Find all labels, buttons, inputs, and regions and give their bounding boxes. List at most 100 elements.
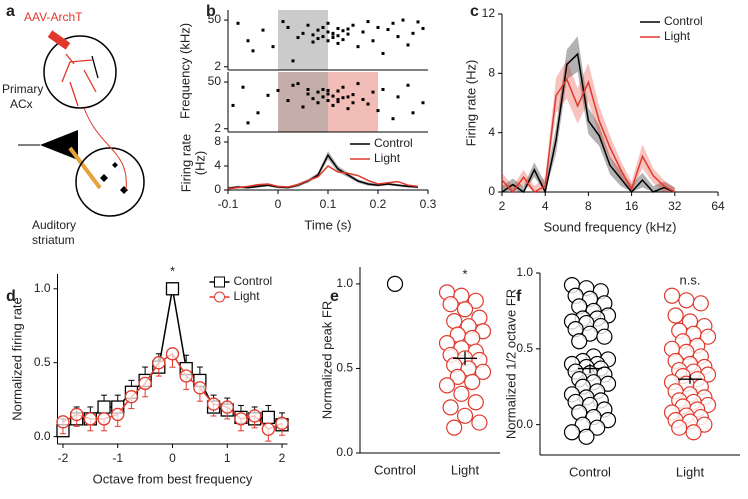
raster-dot <box>356 82 360 86</box>
raster-dot <box>276 88 280 92</box>
marker <box>111 407 125 422</box>
raster-dot <box>366 20 370 24</box>
projection <box>83 107 127 191</box>
raster-dot <box>421 26 425 30</box>
point <box>663 287 681 304</box>
marker <box>56 415 70 429</box>
y-tick-label: 0 <box>214 182 221 196</box>
line <box>501 52 676 195</box>
y-axis-label: Normalized 1/2 octave FR <box>503 289 518 439</box>
marker <box>206 397 221 411</box>
x-axis-label: Sound frequency (kHz) <box>544 219 677 234</box>
raster-dot <box>371 90 375 94</box>
raster-dot <box>301 105 305 109</box>
x-tick-label: 8 <box>585 199 592 213</box>
raster-dot <box>306 92 310 96</box>
raster-dot <box>251 49 255 53</box>
point <box>464 373 481 391</box>
point <box>685 424 702 441</box>
panel-label: c <box>470 3 479 20</box>
y-tick-label: 1.0 <box>34 281 51 295</box>
marker <box>261 410 275 425</box>
raster-dot <box>291 83 295 87</box>
point <box>578 428 595 445</box>
raster-dot <box>316 37 320 41</box>
point <box>456 301 474 318</box>
raster-dot <box>321 95 325 99</box>
point <box>563 424 581 441</box>
raster-dot <box>391 21 395 25</box>
line <box>227 165 419 190</box>
diagram-label: AAV-ArchT <box>24 10 83 24</box>
x-tick-label: 0.2 <box>370 197 387 211</box>
raster-dot <box>346 27 350 31</box>
raster-dot <box>386 28 390 32</box>
raster-dot <box>331 94 335 98</box>
raster-dot <box>236 21 240 25</box>
point <box>442 296 459 313</box>
y-tick-label: 0.5 <box>336 361 353 375</box>
x-tick-label: -2 <box>58 451 69 465</box>
marker <box>193 381 207 395</box>
raster-dot <box>416 20 420 24</box>
raster-dot <box>351 93 355 97</box>
y-axis-label: Normalized peak FR <box>319 301 334 420</box>
point <box>442 399 459 416</box>
raster-dot <box>361 98 365 102</box>
y-tick-label: 0.5 <box>516 341 533 355</box>
raster-dot <box>246 121 250 125</box>
raster-dot <box>331 36 335 40</box>
point <box>446 419 463 436</box>
x-tick-label: 2 <box>279 451 286 465</box>
raster-dot <box>326 92 330 96</box>
panel-label: b <box>206 3 216 20</box>
raster-dot <box>381 87 385 91</box>
raster-dot <box>291 59 295 63</box>
legend-label: Light <box>664 29 691 43</box>
x-tick-label: Light <box>676 464 705 479</box>
y-tick-label: 0.0 <box>336 445 353 459</box>
x-tick-label: 0.1 <box>320 197 337 211</box>
raster-dot <box>376 109 380 113</box>
y-tick-label: 50 <box>208 12 222 26</box>
diagram-label: Auditory <box>32 218 76 232</box>
raster-dot <box>396 35 400 39</box>
x-tick-label: 64 <box>711 199 725 213</box>
x-tick-label: 0 <box>169 451 176 465</box>
marker <box>247 409 262 423</box>
marker <box>275 416 289 430</box>
black-neuron <box>91 55 99 79</box>
x-tick-label: 2 <box>499 199 506 213</box>
point <box>446 313 463 330</box>
y-axis-label: Normalized firing rate <box>9 297 24 421</box>
point <box>467 394 484 411</box>
raster-dot <box>241 85 245 89</box>
raster-dot <box>286 99 290 103</box>
raster-dot <box>286 25 290 29</box>
marker <box>179 369 193 383</box>
acx-circle <box>43 35 117 109</box>
point <box>449 368 466 386</box>
raster-dot <box>401 18 405 22</box>
marker <box>70 407 84 422</box>
panel-label: f <box>516 288 522 305</box>
point <box>589 419 606 436</box>
x-tick-label: 16 <box>625 199 639 213</box>
raster-dot <box>361 30 365 34</box>
y-tick-label: 8 <box>214 134 221 148</box>
raster-dot <box>376 25 380 29</box>
y-tick-label: 2 <box>214 121 221 135</box>
annotation: * <box>170 263 175 278</box>
marker <box>124 390 139 404</box>
raster-dot <box>311 97 315 101</box>
raster-dot <box>246 39 250 43</box>
panel-label: d <box>6 288 16 305</box>
raster-dot <box>271 45 275 49</box>
raster-dot <box>296 36 300 40</box>
raster-dot <box>391 117 395 121</box>
raster-dot <box>341 85 345 89</box>
diagram-label: Primary <box>2 82 43 96</box>
point <box>671 419 688 436</box>
raster-dot <box>326 88 330 92</box>
y-tick-label: 0.5 <box>34 355 51 369</box>
